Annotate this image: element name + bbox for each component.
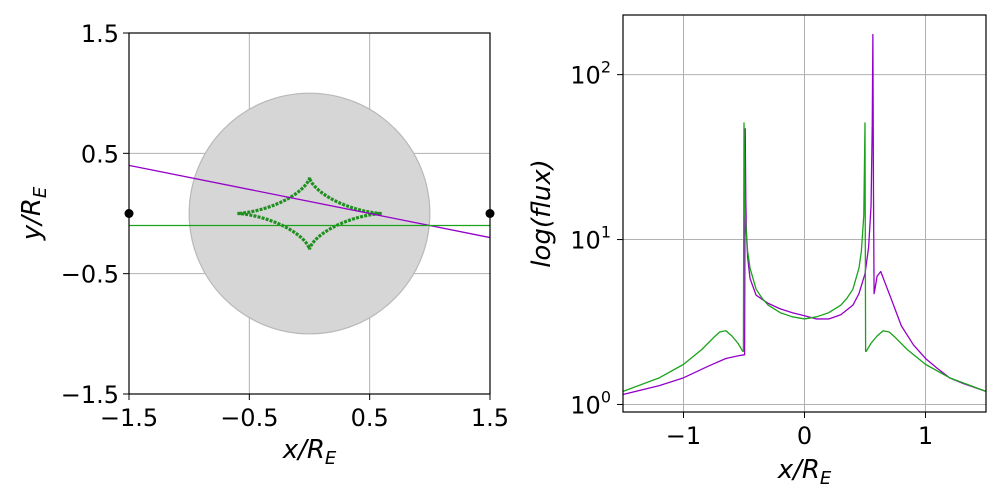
left-x-tick-label: 0.5	[351, 404, 389, 432]
left-x-tick-label: −0.5	[220, 404, 278, 432]
light-curve-panel: −1 0 1 100 101 102 x/RE log(flux)	[527, 14, 987, 489]
caustic-curve	[237, 177, 382, 250]
left-y-tick-label: −1.5	[61, 381, 119, 409]
left-x-tick-label: −1.5	[100, 404, 158, 432]
right-y-axis-label: log(flux)	[527, 159, 557, 268]
right-y-tick-label: 102	[570, 58, 611, 90]
right-y-tick-label: 100	[570, 387, 611, 419]
left-y-tick-label: −0.5	[61, 261, 119, 289]
right-x-tick-label: 0	[797, 422, 812, 450]
left-axes-frame	[128, 32, 491, 395]
right-grid	[623, 15, 986, 412]
left-y-tick-label: 0.5	[81, 140, 119, 168]
right-x-tick-label: 1	[918, 422, 933, 450]
einstein-ring-disk	[188, 92, 431, 335]
right-y-tick-label: 101	[570, 223, 611, 255]
right-x-tick-label: −1	[666, 422, 701, 450]
light-curve-series	[622, 33, 987, 396]
right-x-axis-label: x/RE	[777, 455, 832, 489]
light-curves	[622, 33, 987, 396]
caustic-panel: −1.5 −0.5 0.5 1.5 −1.5 −0.5 0.5 1.5 x/RE y/RE	[17, 20, 509, 469]
right-ticks: −1 0 1 100 101 102	[570, 58, 933, 450]
left-x-tick-label: 1.5	[471, 404, 509, 432]
left-y-tick-label: 1.5	[81, 20, 119, 48]
left-y-axis-label: y/RE	[17, 186, 51, 241]
light-curve-series	[622, 122, 987, 393]
left-x-axis-label: x/RE	[282, 435, 337, 469]
left-ticks: −1.5 −0.5 0.5 1.5 −1.5 −0.5 0.5 1.5	[61, 20, 509, 432]
source-tracks	[128, 164, 491, 239]
caustic-astroid	[237, 177, 382, 250]
